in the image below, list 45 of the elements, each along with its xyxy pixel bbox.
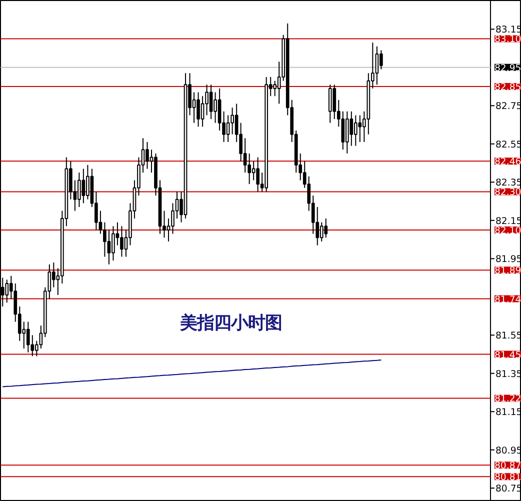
candlestick <box>205 84 208 116</box>
ref-line-label: 83.10 <box>494 34 521 46</box>
candlestick <box>341 110 345 150</box>
candlestick <box>375 46 379 86</box>
candlestick <box>243 138 247 174</box>
candlestick <box>78 172 81 208</box>
candlestick <box>200 96 204 128</box>
candlestick <box>214 92 217 124</box>
candlestick <box>196 92 200 128</box>
candlestick <box>103 222 106 258</box>
candlestick <box>332 84 336 120</box>
candlestick <box>350 110 354 146</box>
candlestick <box>82 168 86 204</box>
candlestick <box>226 114 230 143</box>
ref-line-label: 81.45 <box>494 350 521 361</box>
candlestick <box>324 218 328 238</box>
candlestick <box>209 84 213 120</box>
candlestick <box>146 142 149 170</box>
candlestick <box>112 226 115 262</box>
candlestick <box>328 84 332 124</box>
candlestick <box>107 229 111 265</box>
candlestick <box>171 202 174 234</box>
candlestick <box>316 206 320 246</box>
candlestick <box>320 222 324 242</box>
candlestick <box>5 279 9 304</box>
annotation: 美指四小时图 <box>178 312 282 334</box>
ref-line-label: 82.30 <box>494 187 521 198</box>
candlestick <box>218 88 222 132</box>
candlestick <box>358 114 362 143</box>
candlestick <box>273 80 277 97</box>
ref-line-label: 82.10 <box>494 225 521 236</box>
candlestick <box>120 226 124 258</box>
ref-line-label: 82.85 <box>494 82 521 94</box>
candlestick <box>26 321 30 353</box>
candlestick <box>252 160 256 181</box>
ref-line-label: 82.95 <box>494 62 521 74</box>
candlestick <box>86 164 90 200</box>
candlestick <box>256 156 260 192</box>
candlestick <box>380 50 383 70</box>
candlestick <box>230 107 234 135</box>
candlestick <box>354 114 358 146</box>
ref-line-label: 81.22 <box>494 394 521 405</box>
ref-line-label: 81.74 <box>494 294 521 306</box>
line-series <box>2 359 382 388</box>
candlestick <box>345 110 349 154</box>
